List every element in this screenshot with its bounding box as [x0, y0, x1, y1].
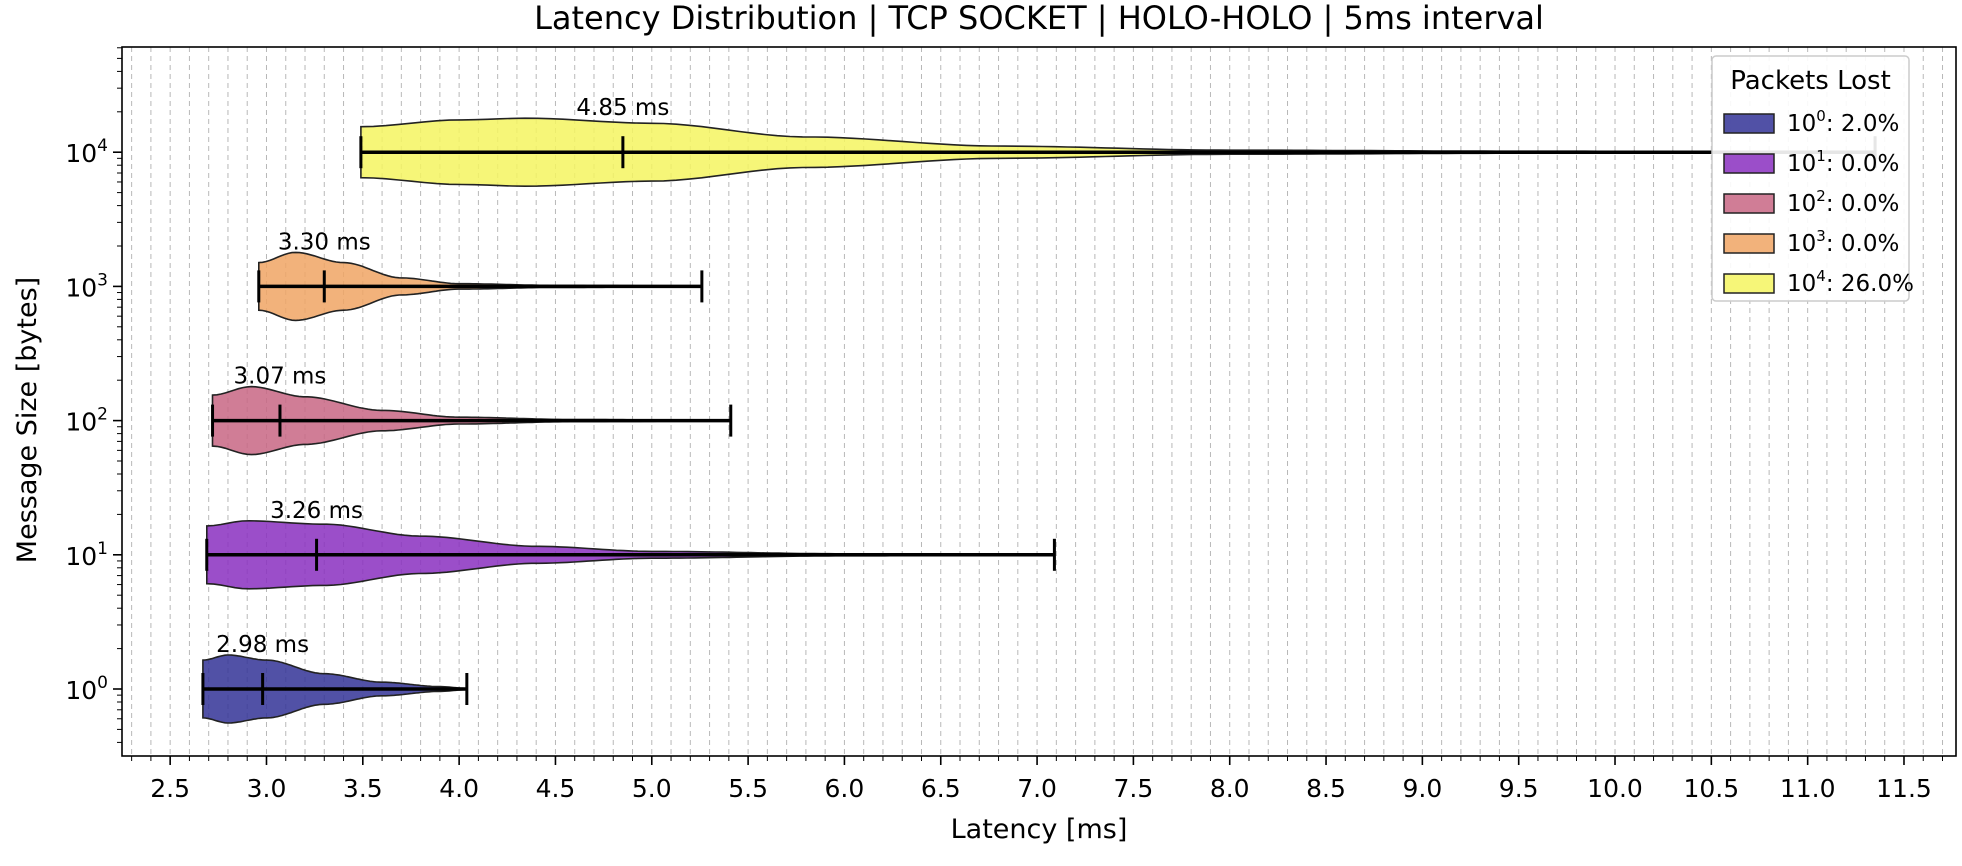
chart-title: Latency Distribution | TCP SOCKET | HOLO… [534, 0, 1544, 37]
x-tick-label: 3.0 [247, 774, 287, 803]
x-tick-label: 9.5 [1499, 774, 1539, 803]
mean-label: 3.30 ms [278, 229, 371, 255]
x-tick-label: 7.0 [1017, 774, 1057, 803]
x-tick-label: 5.5 [728, 774, 768, 803]
x-tick-label: 9.0 [1402, 774, 1442, 803]
x-tick-label: 4.0 [439, 774, 479, 803]
plot-area-border [121, 46, 1957, 757]
violin-10: 3.26 ms [205, 498, 1056, 590]
violin-100: 3.07 ms [211, 364, 733, 456]
legend-entry: 100: 2.0% [1787, 107, 1899, 137]
y-tick-label: 100 [65, 673, 108, 705]
x-tick-label: 5.0 [632, 774, 672, 803]
violin-1000: 3.30 ms [257, 229, 704, 322]
x-tick-label: 10.5 [1684, 774, 1740, 803]
y-axis: 100 101 102 103 104 [65, 47, 122, 743]
y-tick-label: 101 [65, 539, 108, 571]
x-tick-label: 8.5 [1306, 774, 1346, 803]
y-tick-label: 102 [65, 405, 108, 437]
violin-1: 2.98 ms [201, 632, 469, 724]
legend-entry: 104: 26.0% [1787, 267, 1914, 297]
x-tick-label: 7.5 [1114, 774, 1154, 803]
y-tick-label: 104 [65, 136, 108, 168]
x-tick-label: 11.5 [1876, 774, 1932, 803]
x-axis: 2.5 3.0 3.5 4.0 4.5 5.0 5.5 6.0 6.5 7.0 7.5 8.0 8.5 9… [131, 756, 1944, 803]
x-tick-label: 11.0 [1780, 774, 1836, 803]
x-tick-label: 6.0 [825, 774, 865, 803]
violins: 2.98 ms 3.26 ms 3.07 ms 3.30 ms 4.85 ms [201, 95, 1877, 724]
legend-swatch [1723, 193, 1775, 214]
legend-swatch [1723, 233, 1775, 254]
x-tick-label: 8.0 [1210, 774, 1250, 803]
legend-swatch [1723, 113, 1775, 134]
x-tick-label: 6.5 [921, 774, 961, 803]
mean-label: 4.85 ms [576, 95, 669, 121]
legend: Packets Lost 100: 2.0% 101: 0.0% 102: 0.0% 1… [1711, 55, 1914, 302]
x-tick-label: 3.5 [343, 774, 383, 803]
legend-title: Packets Lost [1730, 66, 1891, 96]
mean-label: 3.26 ms [270, 498, 363, 524]
mean-label: 3.07 ms [234, 364, 327, 390]
legend-swatch [1723, 273, 1775, 294]
y-axis-label: Message Size [bytes] [12, 277, 43, 563]
legend-swatch [1723, 153, 1775, 174]
y-tick-label: 103 [65, 270, 108, 302]
legend-entry: 103: 0.0% [1787, 227, 1899, 257]
plot-frame [121, 46, 1957, 757]
mean-label: 2.98 ms [216, 632, 309, 658]
x-tick-label: 10.0 [1587, 774, 1643, 803]
x-axis-label: Latency [ms] [951, 814, 1128, 845]
legend-entry: 102: 0.0% [1787, 187, 1899, 217]
violin-10000: 4.85 ms [359, 95, 1877, 188]
x-tick-label: 4.5 [536, 774, 576, 803]
legend-entry: 101: 0.0% [1787, 147, 1899, 177]
x-tick-label: 2.5 [150, 774, 190, 803]
